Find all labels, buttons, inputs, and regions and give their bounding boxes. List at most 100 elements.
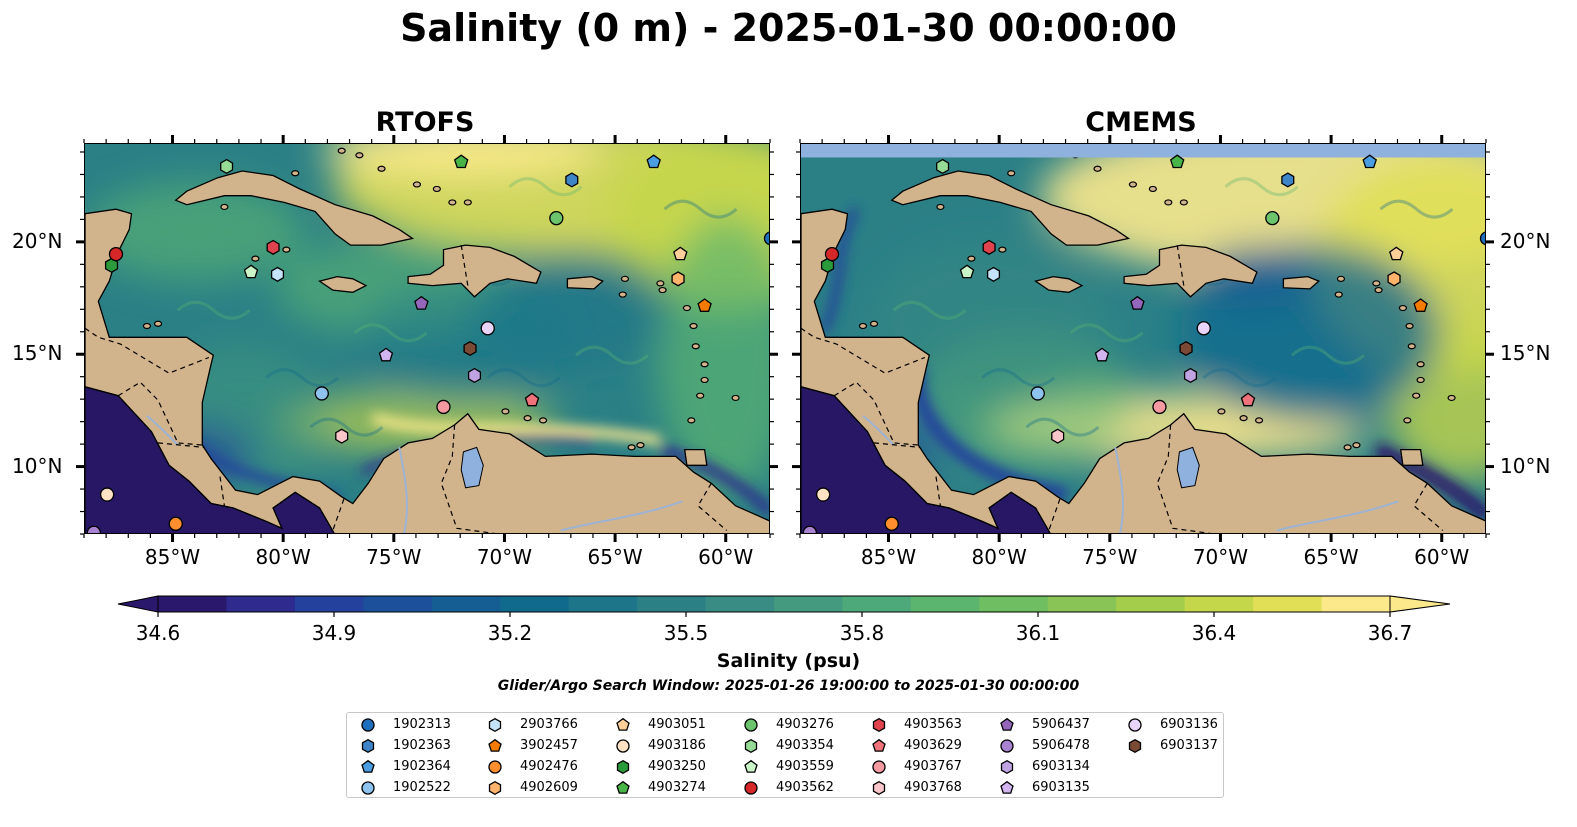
legend-label: 1902522 xyxy=(393,780,451,795)
legend-label: 4903274 xyxy=(648,780,706,795)
float-marker-4903250 xyxy=(820,257,835,273)
float-marker-5906437 xyxy=(414,295,429,310)
float-marker-5906437 xyxy=(1130,295,1145,310)
float-marker-5906478 xyxy=(86,525,101,533)
salinity-colorbar: 34.6 34.9 35.2 35.5 35.8 36.1 36.4 36.7 xyxy=(117,595,1451,645)
legend-label: 4903768 xyxy=(904,780,962,795)
float-marker-4903767 xyxy=(436,399,451,415)
legend-marker-icon xyxy=(361,759,375,773)
legend-label: 4903186 xyxy=(648,738,706,753)
float-marker-5906478 xyxy=(802,525,817,533)
legend-marker-icon xyxy=(488,738,502,752)
legend-marker-icon xyxy=(1128,718,1142,732)
colorbar-tick-label: 36.1 xyxy=(1016,621,1061,645)
float-marker-4903563 xyxy=(982,239,996,255)
float-marker-6903135 xyxy=(1094,347,1110,362)
legend-label: 4902476 xyxy=(520,759,578,774)
legend-marker-icon xyxy=(361,718,375,732)
float-marker-4903767 xyxy=(1152,399,1167,415)
float-marker-6903137 xyxy=(463,340,477,357)
legend-marker-icon xyxy=(1000,739,1014,753)
float-marker-1902364 xyxy=(646,154,661,169)
lon-tick-label: 60°W xyxy=(1414,545,1470,569)
legend-label: 4902609 xyxy=(520,780,578,795)
float-marker-1902522 xyxy=(1030,386,1045,401)
float-marker-4903274 xyxy=(453,154,469,169)
colorbar-tick-label: 35.8 xyxy=(840,621,885,645)
legend-marker-icon xyxy=(616,759,630,775)
lon-tick-label: 80°W xyxy=(255,545,311,569)
legend-label: 2903766 xyxy=(520,717,578,732)
legend-label: 4903767 xyxy=(904,759,962,774)
panel-title-cmems: CMEMS xyxy=(1085,107,1197,138)
legend-label: 6903137 xyxy=(1160,738,1218,753)
legend-marker-icon xyxy=(1128,738,1142,754)
lon-tick-label: 85°W xyxy=(860,545,917,569)
float-marker-4903563 xyxy=(266,239,280,255)
legend-marker-icon xyxy=(488,717,502,733)
legend-marker-icon xyxy=(616,780,630,794)
float-marker-4903559 xyxy=(243,264,259,279)
legend-marker-icon xyxy=(872,717,886,733)
lon-tick-label: 75°W xyxy=(1082,545,1138,569)
rtofs-map-panel xyxy=(84,143,770,534)
legend-label: 4903559 xyxy=(776,759,834,774)
legend-marker-icon xyxy=(872,738,886,752)
legend-label: 4903250 xyxy=(648,759,706,774)
panel-title-rtofs: RTOFS xyxy=(375,107,475,138)
legend-marker-icon xyxy=(616,717,630,731)
colorbar-tick-label: 34.6 xyxy=(136,621,181,645)
lat-tick-label: 10°N xyxy=(1500,453,1551,478)
lon-tick-label: 65°W xyxy=(587,545,643,569)
lon-tick-label: 70°W xyxy=(1192,545,1249,569)
float-marker-4902476 xyxy=(884,516,899,531)
legend-marker-icon xyxy=(361,738,375,754)
float-marker-1902522 xyxy=(314,386,329,401)
legend-marker-icon xyxy=(744,718,758,732)
lat-tick-label: 15°N xyxy=(12,341,63,366)
lon-tick-label: 75°W xyxy=(366,545,422,569)
float-marker-4903276 xyxy=(549,211,564,226)
float-marker-4903559 xyxy=(959,264,975,279)
float-marker-6903136 xyxy=(480,321,495,336)
legend-label: 4903051 xyxy=(648,717,706,732)
legend-marker-icon xyxy=(744,738,758,754)
float-marker-1902363 xyxy=(565,172,579,188)
legend-label: 1902313 xyxy=(393,717,451,732)
legend-marker-icon xyxy=(361,781,375,795)
figure-title: Salinity (0 m) - 2025-01-30 00:00:00 xyxy=(400,6,1177,50)
float-marker-6903134 xyxy=(1183,367,1198,384)
float-marker-4903186 xyxy=(815,487,831,502)
float-marker-1902313 xyxy=(1479,231,1485,246)
legend-label: 3902457 xyxy=(520,738,578,753)
float-marker-4903562 xyxy=(108,246,124,262)
legend-label: 5906437 xyxy=(1032,717,1090,732)
legend-marker-icon xyxy=(744,759,758,773)
legend-marker-icon xyxy=(744,781,758,795)
legend-marker-icon xyxy=(488,780,502,796)
search-window-subtitle: Glider/Argo Search Window: 2025-01-26 19… xyxy=(497,678,1080,694)
float-markers xyxy=(802,154,1485,533)
legend-label: 4903276 xyxy=(776,717,834,732)
colorbar-tick-label: 36.7 xyxy=(1368,621,1413,645)
lon-tick-label: 70°W xyxy=(476,545,533,569)
float-marker-4903354 xyxy=(220,158,234,175)
lat-tick-label: 10°N xyxy=(12,453,63,478)
float-marker-2903766 xyxy=(270,266,285,282)
float-marker-3902457 xyxy=(697,298,712,312)
float-marker-4902476 xyxy=(168,516,183,531)
colorbar-tick-label: 34.9 xyxy=(312,621,357,645)
colorbar-label: Salinity (psu) xyxy=(716,650,861,672)
float-marker-4903274 xyxy=(1169,154,1185,169)
colorbar-tick-label: 35.2 xyxy=(488,621,533,645)
legend-marker-icon xyxy=(616,739,630,753)
legend-label: 6903136 xyxy=(1160,717,1218,732)
float-marker-4903768 xyxy=(335,428,349,444)
lat-tick-label: 15°N xyxy=(1500,341,1551,366)
float-marker-4903051 xyxy=(673,246,688,261)
lat-tick-label: 20°N xyxy=(12,228,63,253)
float-marker-4902609 xyxy=(671,271,685,287)
float-marker-4903051 xyxy=(1389,246,1404,261)
float-legend: 1902313 1902363 1902364 1902522 2903766 39024… xyxy=(346,712,1224,798)
legend-label: 6903134 xyxy=(1032,759,1090,774)
